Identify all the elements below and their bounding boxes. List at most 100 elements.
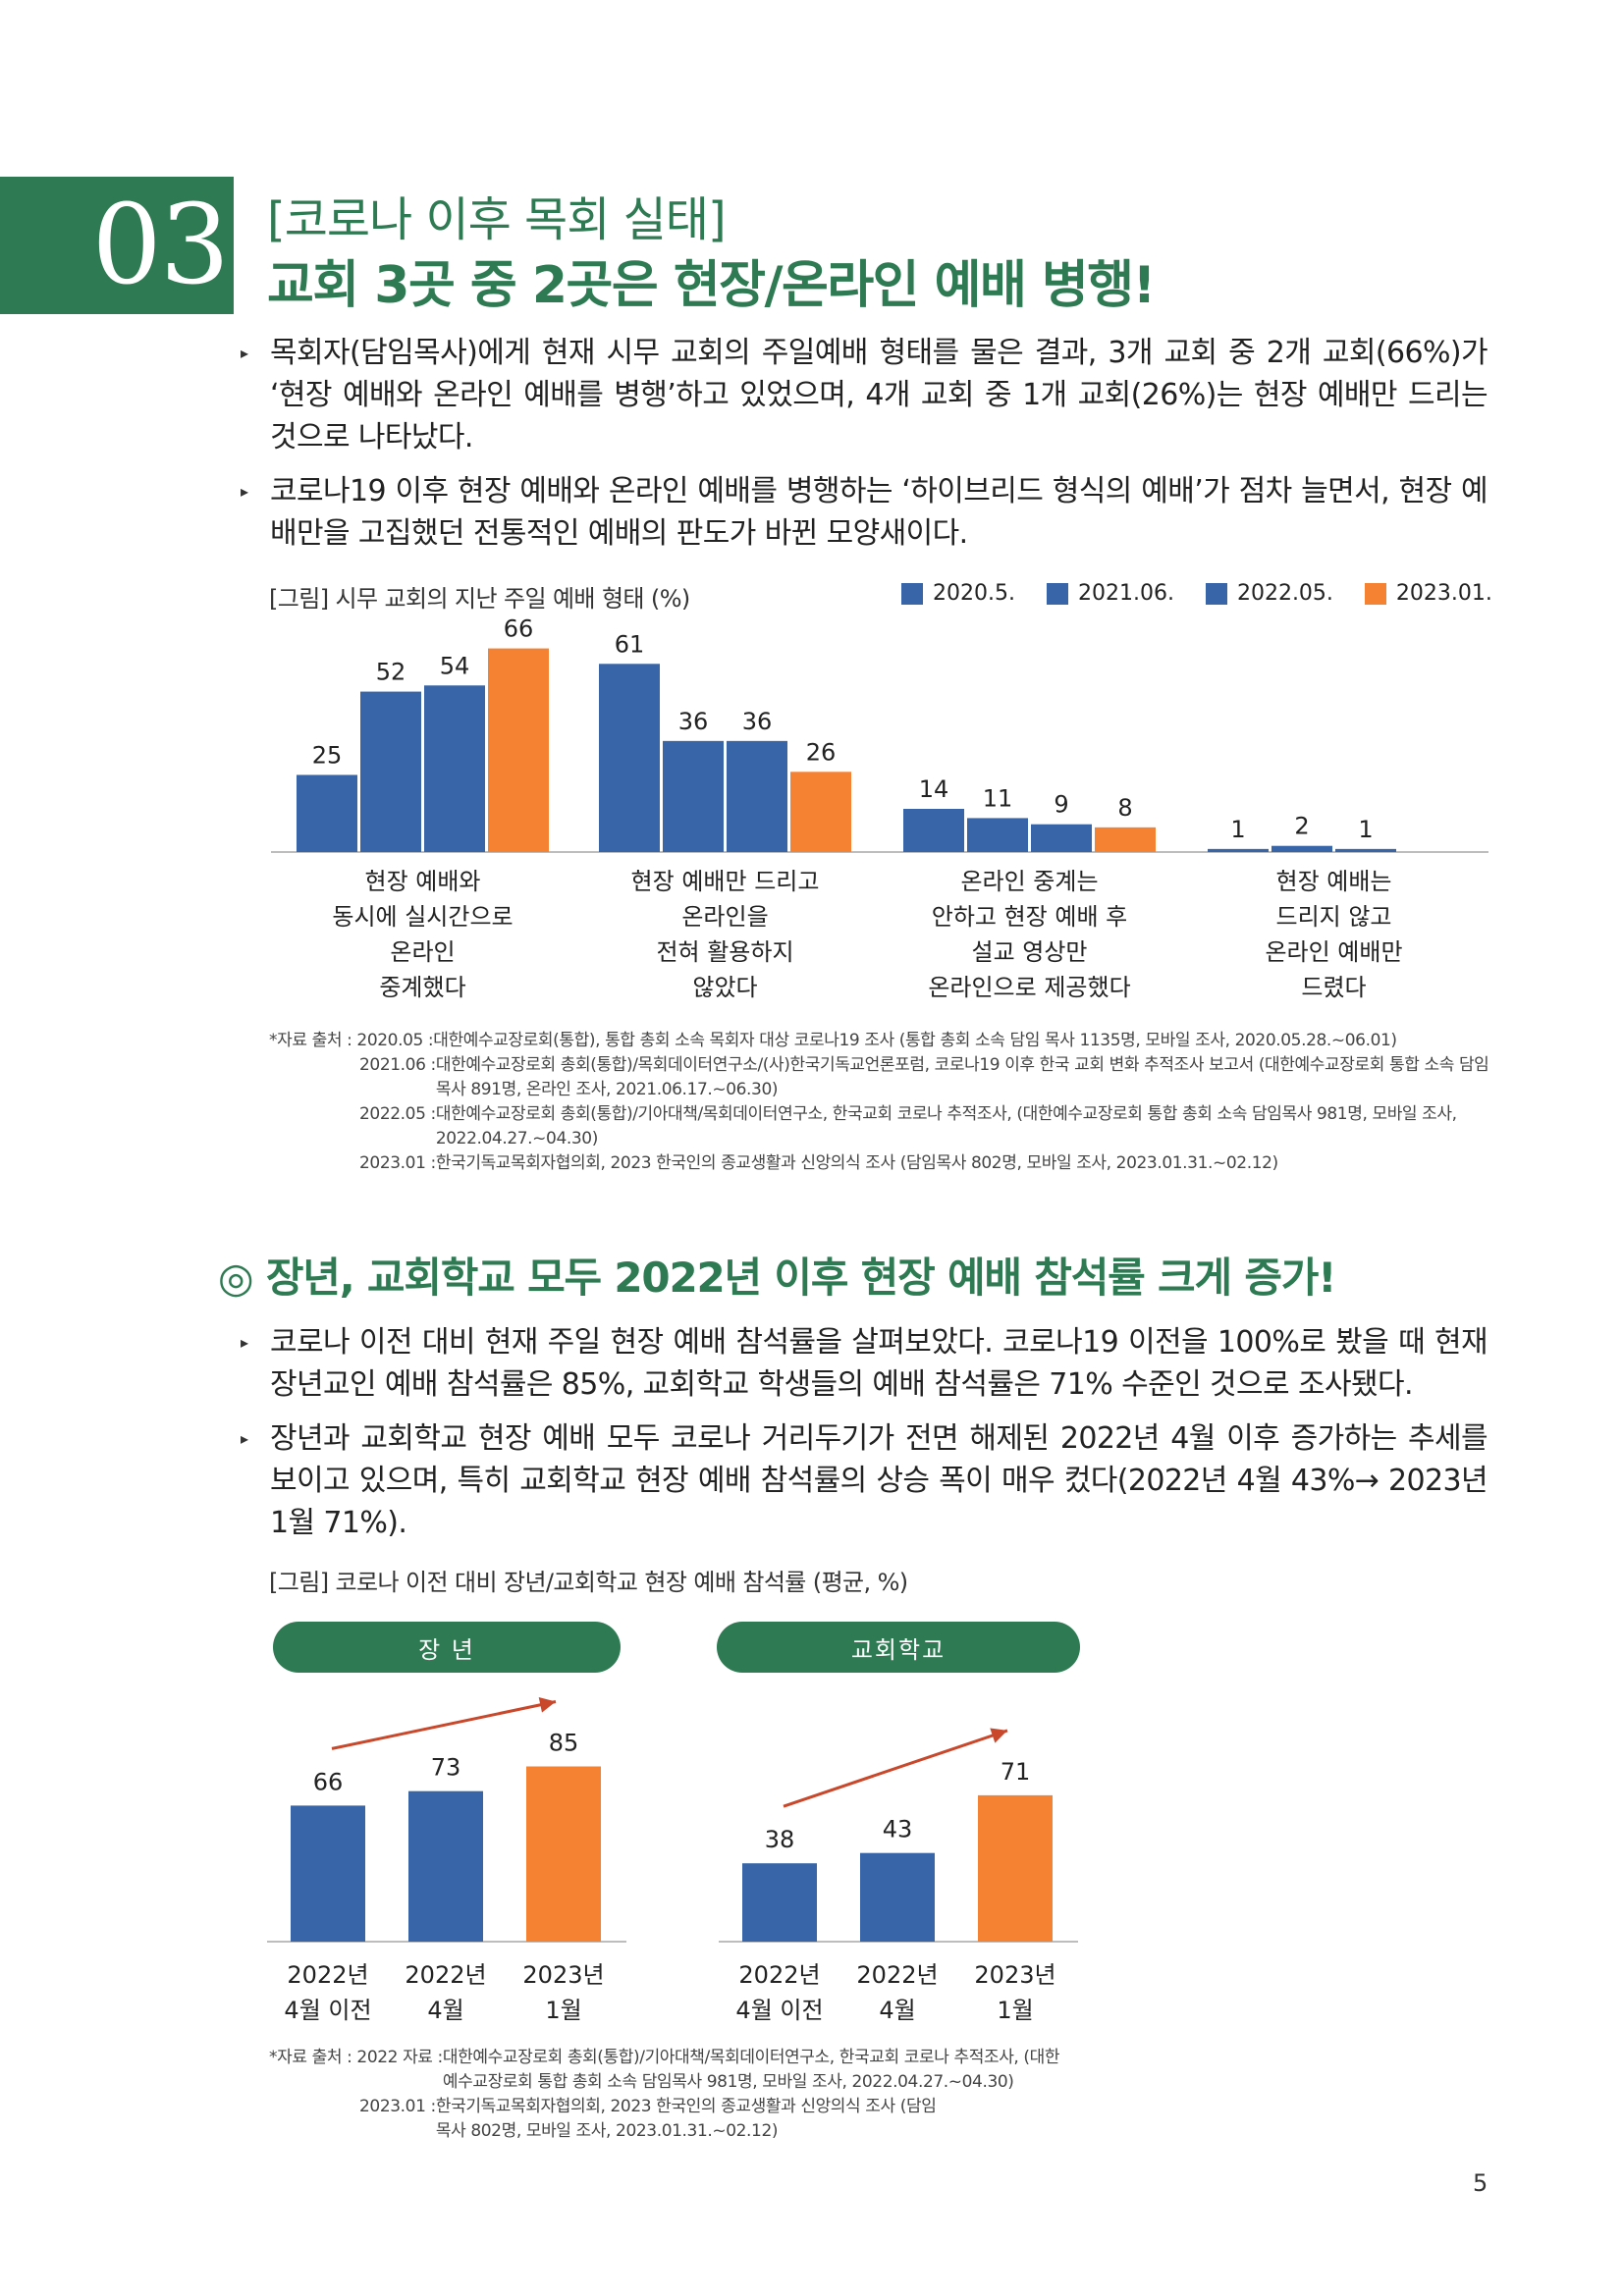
category-label: 1월	[545, 1997, 581, 2024]
bar	[599, 664, 660, 852]
bar-value-label: 38	[765, 1826, 795, 1853]
bar-value-label: 61	[615, 630, 645, 658]
bar-value-label: 36	[742, 708, 773, 735]
bar-value-label: 85	[549, 1730, 579, 1757]
legend-swatch	[901, 582, 923, 605]
trend-arrow-line	[331, 1700, 557, 1750]
bullet-item: 목회자(담임목사)에게 현재 시무 교회의 주일예배 형태를 물은 결과, 3개…	[241, 332, 1488, 458]
trend-arrow-line	[783, 1729, 1008, 1808]
trend-arrow-head	[990, 1728, 1007, 1743]
category-label: 온라인 중계는	[960, 868, 1098, 895]
bar-value-label: 9	[1054, 791, 1068, 819]
bar	[1095, 827, 1156, 852]
category-label: 전혀 활용하지	[656, 938, 793, 966]
bar-value-label: 36	[678, 708, 709, 735]
category-label: 4월	[427, 1997, 463, 2024]
category-label: 4월 이전	[735, 1997, 823, 2024]
bar-value-label: 1	[1358, 816, 1373, 843]
source-text: 대한예수교장로회 총회(통합)/기아대책/목회데이터연구소, 한국교회 코로나 …	[435, 1104, 1457, 1148]
category-label: 2022년	[405, 1961, 486, 1989]
source-label: 2022.05 :	[359, 1104, 436, 1124]
source-text: 한국기독교목회자협의회, 2023 한국인의 종교생활과 신앙의식 조사 (담임…	[435, 2097, 937, 2141]
bullet-item: 코로나 이전 대비 현재 주일 현장 예배 참석률을 살펴보았다. 코로나19 …	[241, 1321, 1488, 1406]
category-label: 온라인으로 제공했다	[928, 974, 1130, 1001]
bar-value-label: 54	[440, 652, 470, 679]
bar	[727, 740, 787, 852]
bar	[526, 1766, 601, 1942]
source-text: 대한예수교장로회(통합), 통합 총회 소속 목회자 대상 코로나19 조사 (…	[433, 1031, 1397, 1050]
category-label: 2022년	[738, 1961, 820, 1989]
figure2-caption: [그림] 코로나 이전 대비 장년/교회학교 현장 예배 참석률 (평균, %)	[269, 1569, 908, 1596]
bullet-item: 장년과 교회학교 현장 예배 모두 코로나 거리두기가 전면 해제된 2022년…	[241, 1417, 1488, 1544]
bar-value-label: 1	[1230, 816, 1245, 843]
figure1-caption: [그림] 시무 교회의 지난 주일 예배 형태 (%)	[269, 585, 690, 613]
category-label: 4월 이전	[284, 1997, 371, 2024]
trend-arrow-head	[538, 1696, 556, 1713]
section-title: 교회 3곳 중 2곳은 현장/온라인 예배 병행!	[267, 256, 1156, 315]
source-label: 2023.01 :	[359, 1153, 436, 1173]
source-label: 2021.06 :	[359, 1055, 436, 1075]
category-label: 동시에 실시간으로	[332, 903, 513, 931]
bullet-item: 코로나19 이후 현장 예배와 온라인 예배를 병행하는 ‘하이브리드 형식의 …	[241, 470, 1488, 555]
legend-item: 2023.01.	[1364, 581, 1492, 606]
source-label: *자료 출처 : 2020.05 :	[269, 1031, 434, 1050]
bar-value-label: 52	[376, 659, 406, 686]
source-row: *자료 출처 : 2022 자료 : 대한예수교장로회 총회(통합)/기아대책/…	[269, 2046, 1496, 2095]
bar	[742, 1863, 817, 1942]
category-label: 드리지 않고	[1275, 903, 1391, 931]
category-label: 드렸다	[1301, 974, 1366, 1001]
category-label: 온라인을	[681, 903, 768, 931]
category-label: 1월	[997, 1997, 1033, 2024]
legend-swatch	[1364, 582, 1386, 605]
bar	[967, 818, 1028, 852]
bar-value-label: 2	[1294, 813, 1309, 840]
legend-swatch	[1046, 582, 1068, 605]
legend-label: 2020.5.	[933, 581, 1015, 606]
bar	[424, 685, 485, 852]
source-label: *자료 출처 : 2022 자료 :	[269, 2048, 443, 2067]
source-row: *자료 출처 : 2020.05 : 대한예수교장로회(통합), 통합 총회 소…	[269, 1029, 1496, 1053]
sources-block-2: *자료 출처 : 2022 자료 : 대한예수교장로회 총회(통합)/기아대책/…	[269, 2046, 1496, 2144]
source-text: 대한예수교장로회 총회(통합)/목회데이터연구소/(사)한국기독교언론포럼, 코…	[435, 1055, 1489, 1099]
bar	[860, 1852, 935, 1942]
bar	[1031, 824, 1092, 852]
bar	[360, 691, 421, 852]
bar	[663, 740, 724, 852]
legend-item: 2020.5.	[901, 581, 1015, 606]
category-label: 4월	[879, 1997, 915, 2024]
bar	[903, 809, 964, 852]
bar-value-label: 71	[1001, 1758, 1031, 1786]
bar-value-label: 26	[806, 738, 837, 766]
legend-label: 2023.01.	[1395, 581, 1492, 606]
category-label: 현장 예배와	[364, 868, 480, 895]
category-label: 2022년	[287, 1961, 368, 1989]
bar-value-label: 66	[504, 618, 534, 643]
source-row: 2023.01 : 한국기독교목회자협의회, 2023 한국인의 종교생활과 신…	[269, 1151, 1496, 1176]
adult-chart-title-pill: 장 년	[273, 1622, 621, 1673]
bar-value-label: 43	[883, 1816, 913, 1843]
bar-value-label: 11	[983, 784, 1013, 812]
source-row: 2021.06 : 대한예수교장로회 총회(통합)/목회데이터연구소/(사)한국…	[269, 1053, 1496, 1102]
bar	[297, 774, 357, 852]
bar	[408, 1790, 483, 1942]
bar-value-label: 73	[431, 1754, 461, 1782]
category-label: 2022년	[856, 1961, 938, 1989]
category-label: 온라인	[390, 938, 455, 966]
sunday-school-chart-title-pill: 교회학교	[717, 1622, 1080, 1673]
category-label: 중계했다	[379, 974, 465, 1001]
bar	[1271, 845, 1332, 852]
bar	[291, 1805, 365, 1942]
legend-item: 2021.06.	[1046, 581, 1174, 606]
section-subtitle: [코로나 이후 목회 실태]	[267, 192, 727, 247]
category-label: 안하고 현장 예배 후	[932, 903, 1128, 931]
bullet-list-top: 목회자(담임목사)에게 현재 시무 교회의 주일예배 형태를 물은 결과, 3개…	[241, 332, 1488, 566]
sources-block-1: *자료 출처 : 2020.05 : 대한예수교장로회(통합), 통합 총회 소…	[269, 1029, 1496, 1176]
bar	[790, 772, 851, 852]
figure1-legend: 2020.5. 2021.06. 2022.05. 2023.01.	[901, 581, 1492, 606]
source-row: 2023.01 : 한국기독교목회자협의회, 2023 한국인의 종교생활과 신…	[269, 2095, 1496, 2144]
bullet-list-bottom: 코로나 이전 대비 현재 주일 현장 예배 참석률을 살펴보았다. 코로나19 …	[241, 1321, 1488, 1556]
category-label: 현장 예배는	[1275, 868, 1391, 895]
adult-attendance-bar-chart: 66 2022년 4월 이전 73 2022년 4월 85 2023년 1월	[267, 1696, 626, 2024]
source-label: 2023.01 :	[359, 2097, 436, 2116]
